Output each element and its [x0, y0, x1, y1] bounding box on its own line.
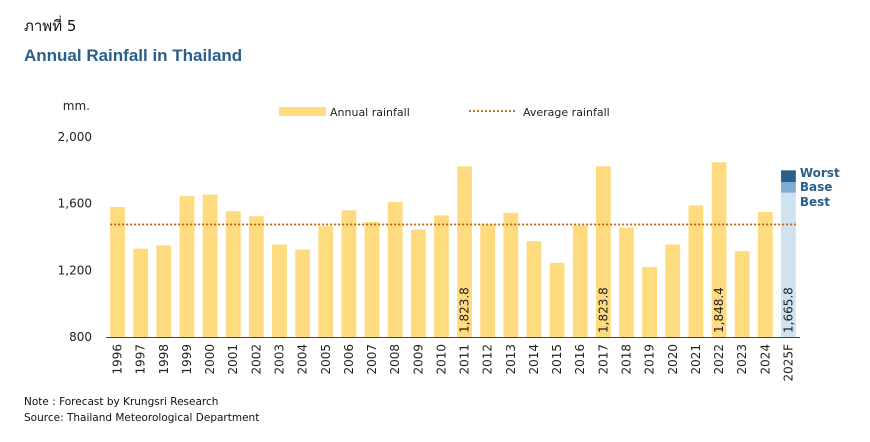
- x-tick-label: 2006: [342, 344, 356, 375]
- scenario-label-best: Best: [800, 195, 830, 209]
- bar-2012: [480, 224, 496, 337]
- data-label: 1,823.8: [596, 287, 610, 333]
- scenario-label-base: Base: [800, 180, 833, 194]
- x-tick-label: 2014: [527, 344, 541, 375]
- bar-2013: [503, 212, 519, 337]
- legend-label-average: Average rainfall: [523, 106, 610, 119]
- bar-forecast-base: [781, 182, 796, 193]
- legend-swatch-annual: [279, 107, 326, 116]
- x-tick-label: 2021: [689, 344, 703, 375]
- x-tick-label: 2013: [504, 344, 518, 375]
- bar-2000: [202, 194, 218, 337]
- bar-1997: [133, 248, 149, 337]
- bar-2003: [272, 244, 287, 337]
- y-axis-unit: mm.: [63, 99, 90, 113]
- x-tick-label: 2003: [273, 344, 287, 375]
- x-tick-label: 2011: [458, 344, 472, 375]
- bars: [110, 162, 796, 337]
- y-axis: mm. 800 1,200 1,600 2,000: [58, 99, 92, 344]
- x-tick-label: 2023: [735, 344, 749, 375]
- x-tick-label: 2015: [550, 344, 564, 375]
- bar-2005: [318, 226, 334, 337]
- data-label: 1,848.4: [712, 287, 726, 333]
- bar-2022: [711, 162, 727, 337]
- x-tick-label: 1997: [134, 344, 148, 375]
- x-tick-label: 1996: [111, 344, 125, 375]
- x-tick-label: 2001: [226, 344, 240, 375]
- bar-2010: [434, 215, 449, 337]
- bar-2018: [619, 227, 634, 337]
- data-labels: 1,823.8 1,823.8 1,848.4 1,665.8: [458, 287, 796, 333]
- legend-label-annual: Annual rainfall: [330, 106, 410, 119]
- bar-2001: [225, 211, 241, 337]
- x-tick-label: 2012: [481, 344, 495, 375]
- bar-2008: [387, 202, 403, 337]
- bar-2014: [526, 241, 542, 337]
- y-tick-label: 1,200: [58, 263, 92, 277]
- x-tick-label: 1999: [180, 344, 194, 375]
- chart-title: Annual Rainfall in Thailand: [24, 46, 243, 65]
- bar-2015: [549, 262, 565, 337]
- forecast-note: Note : Forecast by Krungsri Research: [24, 396, 219, 408]
- x-tick-label: 2002: [249, 344, 263, 375]
- figure-label: ภาพที่ 5: [24, 17, 77, 35]
- x-tick-label: 2018: [620, 344, 634, 375]
- x-tick-label: 2022: [712, 344, 726, 375]
- bar-forecast-worst: [781, 170, 796, 182]
- x-tick-label: 1998: [157, 344, 171, 375]
- bar-2006: [341, 210, 357, 337]
- bar-2023: [734, 251, 750, 337]
- data-label: 1,823.8: [458, 287, 472, 333]
- bar-1998: [156, 245, 172, 337]
- y-tick-label: 800: [69, 330, 92, 344]
- bar-forecast-best: [781, 192, 796, 337]
- x-tick-label: 2024: [758, 344, 772, 375]
- x-tick-label: 2017: [596, 344, 610, 375]
- bar-2017: [595, 166, 611, 337]
- bar-2004: [295, 249, 311, 337]
- bar-2024: [757, 212, 773, 337]
- x-tick-label: 2007: [365, 344, 379, 375]
- y-tick-label: 1,600: [58, 197, 92, 211]
- bar-2009: [410, 229, 426, 337]
- x-tick-label: 2016: [573, 344, 587, 375]
- x-tick-label: 2004: [296, 344, 310, 375]
- x-tick-label: 2009: [411, 344, 425, 375]
- bar-2002: [248, 216, 264, 337]
- bar-2021: [688, 205, 704, 337]
- source-note: Source: Thailand Meteorological Departme…: [24, 412, 260, 424]
- bar-2011: [457, 166, 472, 337]
- x-tick-label: 2000: [203, 344, 217, 375]
- bar-1996: [110, 207, 125, 337]
- bar-2020: [665, 244, 681, 337]
- x-tick-label: 2005: [319, 344, 333, 375]
- bar-2019: [642, 267, 658, 337]
- y-tick-label: 2,000: [58, 130, 92, 144]
- bar-1999: [179, 196, 195, 337]
- x-tick-label: 2010: [434, 344, 448, 375]
- bar-2007: [364, 222, 380, 337]
- x-tick-label: 2025F: [781, 344, 795, 382]
- scenario-label-worst: Worst: [800, 166, 840, 180]
- x-tick-label: 2008: [388, 344, 402, 375]
- bar-2016: [572, 225, 588, 337]
- legend: Annual rainfall Average rainfall: [279, 106, 610, 119]
- x-tick-label: 2020: [666, 344, 680, 375]
- data-label: 1,665.8: [781, 287, 795, 333]
- x-tick-label: 2019: [643, 344, 657, 375]
- x-axis: 1996 1997 1998 1999 2000 2001 2002 2003 2004 2005…: [106, 337, 800, 382]
